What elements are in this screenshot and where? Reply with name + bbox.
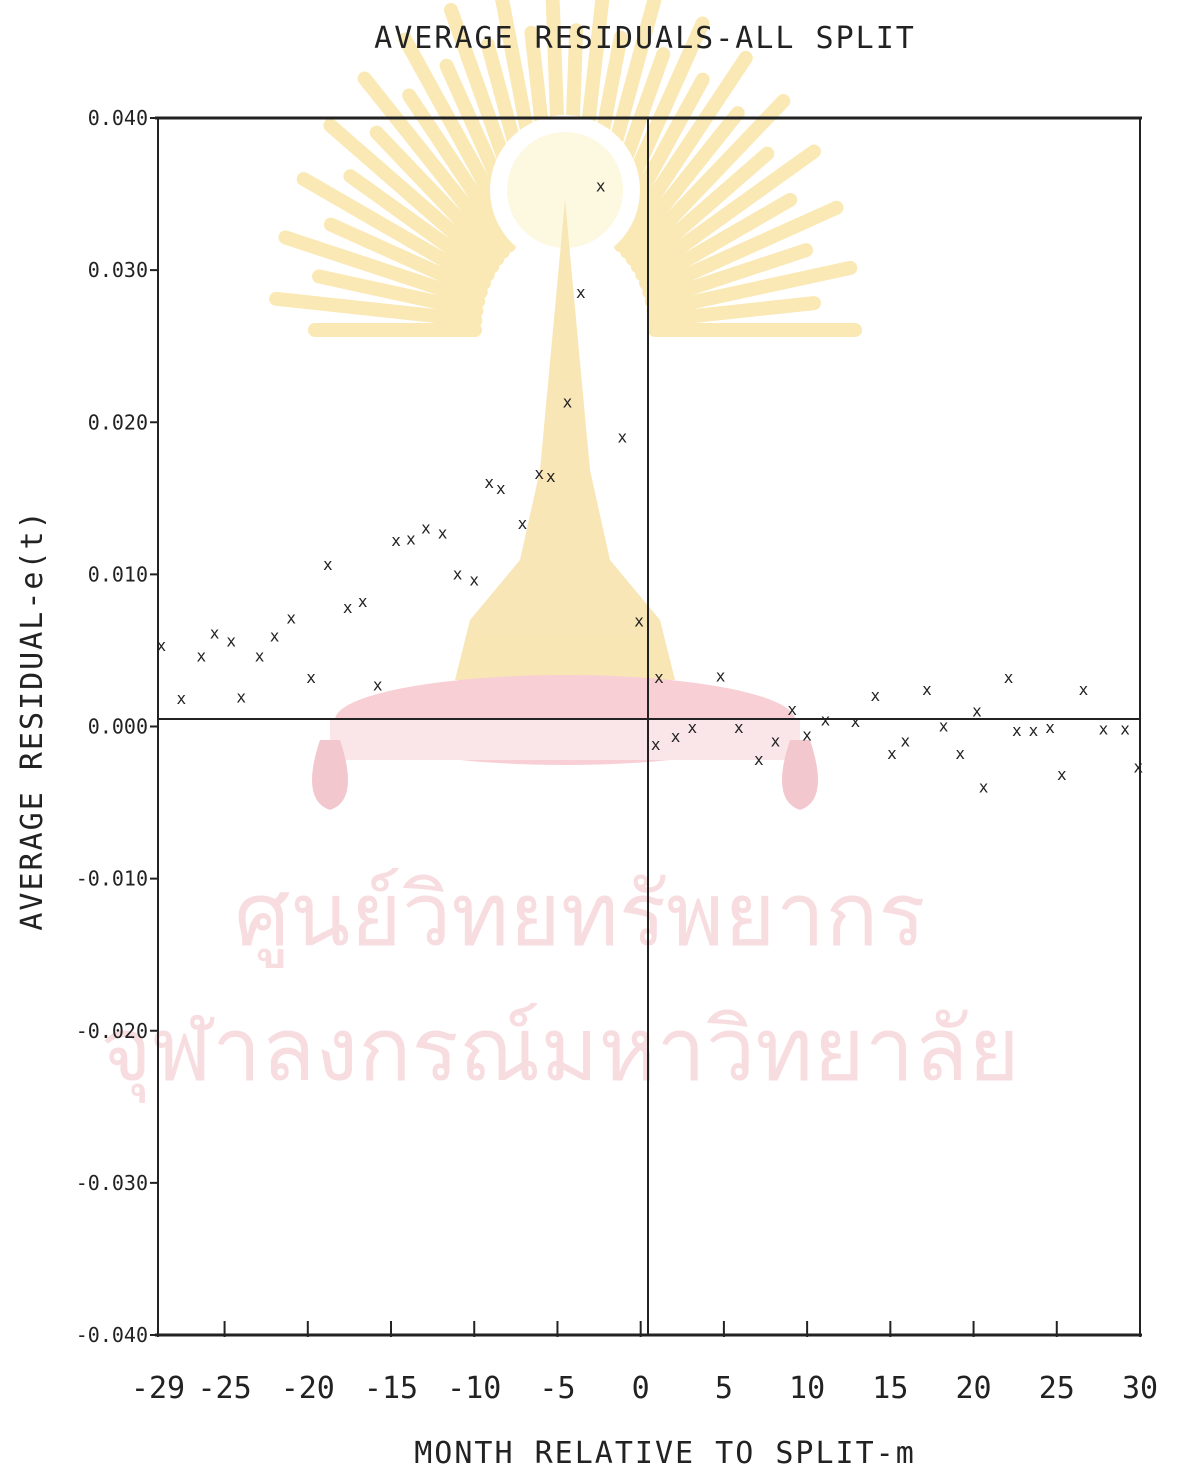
data-point: x xyxy=(1079,680,1089,699)
data-point: x xyxy=(734,718,744,737)
data-point: x xyxy=(939,717,949,736)
data-point: x xyxy=(453,564,463,583)
data-point: x xyxy=(1057,765,1067,784)
x-axis-label: MONTH RELATIVE TO SPLIT-m xyxy=(414,1436,916,1471)
data-point: x xyxy=(358,592,368,611)
x-tick-label: -25 xyxy=(197,1371,251,1406)
data-point: x xyxy=(270,627,280,646)
data-point: x xyxy=(955,744,965,763)
data-point: x xyxy=(618,427,628,446)
data-point: x xyxy=(716,666,726,685)
data-point: x xyxy=(226,631,236,650)
data-point: x xyxy=(871,686,881,705)
data-point: x xyxy=(787,700,797,719)
y-axis: 0.040 0.030 0.020 0.010 0.000 -0.010 -0.020 -0.… xyxy=(76,106,158,1347)
data-point: x xyxy=(323,555,333,574)
data-point: x xyxy=(438,523,448,542)
data-point: x xyxy=(1134,758,1144,777)
data-point: x xyxy=(802,726,812,745)
data-point: x xyxy=(1099,720,1109,739)
data-point: x xyxy=(306,668,316,687)
plot-area xyxy=(155,116,1142,1337)
x-tick-label: -10 xyxy=(447,1371,501,1406)
y-tick-label: 0.030 xyxy=(88,258,148,282)
watermark-text: ศูนย์วิทยทรัพยากร จุฬาลงกรณ์มหาวิทยาลัย xyxy=(100,863,1020,1103)
y-tick-label: 0.020 xyxy=(88,410,148,434)
data-point: x xyxy=(972,701,982,720)
y-tick-label: 0.040 xyxy=(88,106,148,130)
x-tick-label: 25 xyxy=(1039,1371,1075,1406)
data-point: x xyxy=(406,529,416,548)
data-point: x xyxy=(496,479,506,498)
data-point: x xyxy=(654,668,664,687)
y-tick-label: -0.020 xyxy=(76,1019,148,1043)
x-tick-label: -5 xyxy=(539,1371,575,1406)
data-point: x xyxy=(563,392,573,411)
data-point: x xyxy=(176,689,186,708)
data-point: x xyxy=(576,283,586,302)
x-tick-label: 0 xyxy=(632,1371,650,1406)
y-tick-label: 0.000 xyxy=(88,715,148,739)
data-point: x xyxy=(671,727,681,746)
data-point: x xyxy=(196,647,206,666)
x-axis: -29 -25 -20 -15 -10 -5 0 5 10 15 20 25 30 xyxy=(131,1321,1158,1406)
y-tick-label: -0.010 xyxy=(76,867,148,891)
data-point: x xyxy=(687,718,697,737)
data-point: x xyxy=(421,519,431,538)
data-point: x xyxy=(255,647,265,666)
x-tick-label: -15 xyxy=(364,1371,418,1406)
x-tick-label: 15 xyxy=(872,1371,908,1406)
x-tick-label: -20 xyxy=(281,1371,335,1406)
chart-title: AVERAGE RESIDUALS-ALL SPLIT xyxy=(374,21,916,56)
data-point: x xyxy=(373,675,383,694)
data-point: x xyxy=(634,612,644,631)
data-point: x xyxy=(391,531,401,550)
x-tick-label: 10 xyxy=(789,1371,825,1406)
data-point: x xyxy=(210,624,220,643)
data-point: x xyxy=(851,712,861,731)
data-point: x xyxy=(157,636,167,655)
data-point: x xyxy=(900,732,910,751)
data-point: x xyxy=(546,467,556,486)
watermark-line-1: ศูนย์วิทยทรัพยากร xyxy=(234,863,925,968)
data-point: x xyxy=(236,688,246,707)
data-point: x xyxy=(469,570,479,589)
data-point: x xyxy=(1045,718,1055,737)
data-point: x xyxy=(771,732,781,751)
data-point: x xyxy=(518,514,528,533)
watermark-line-2: จุฬาลงกรณ์มหาวิทยาลัย xyxy=(100,998,1020,1103)
y-tick-label: -0.040 xyxy=(76,1323,148,1347)
x-tick-label: 30 xyxy=(1122,1371,1158,1406)
data-point: x xyxy=(1120,720,1130,739)
y-tick-label: -0.030 xyxy=(76,1171,148,1195)
data-point: x xyxy=(821,710,831,729)
x-tick-label: 5 xyxy=(715,1371,733,1406)
y-axis-label: AVERAGE RESIDUAL-e(t) xyxy=(15,509,50,930)
data-point: x xyxy=(1012,721,1022,740)
data-point: x xyxy=(534,464,544,483)
data-point: x xyxy=(922,680,932,699)
data-point: x xyxy=(1029,721,1039,740)
data-point: x xyxy=(1004,668,1014,687)
data-point: x xyxy=(754,750,764,769)
data-point: x xyxy=(887,744,897,763)
y-tick-label: 0.010 xyxy=(88,562,148,586)
watermark-emblem xyxy=(269,0,862,810)
x-tick-label: -29 xyxy=(131,1371,185,1406)
data-point: x xyxy=(286,608,296,627)
data-point: x xyxy=(343,598,353,617)
data-point: x xyxy=(651,735,661,754)
x-tick-label: 20 xyxy=(955,1371,991,1406)
data-point: x xyxy=(979,777,989,796)
data-point: x xyxy=(484,473,494,492)
data-point: x xyxy=(596,176,606,195)
